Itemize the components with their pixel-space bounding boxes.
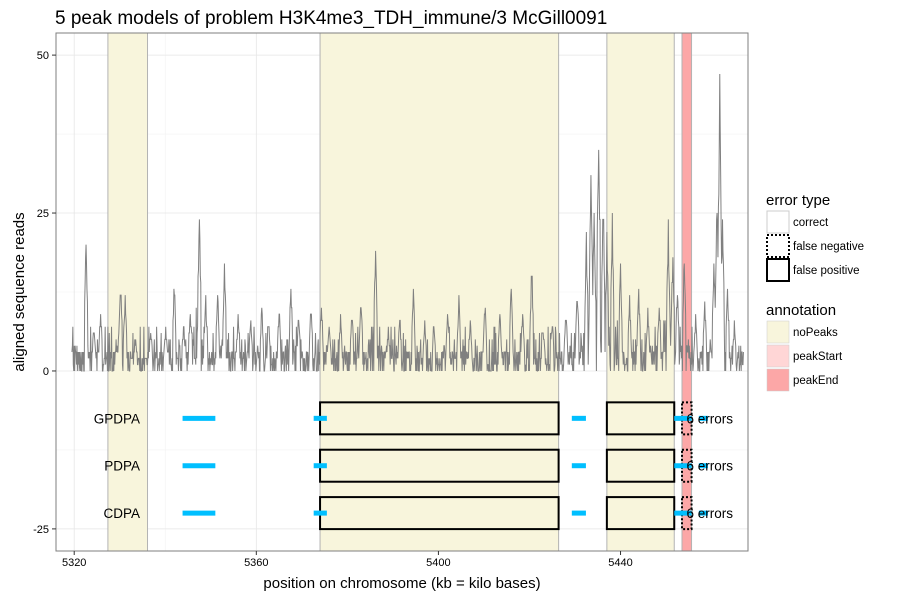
legend-key-noPeaks: noPeaks: [766, 320, 838, 344]
legend-label: noPeaks: [793, 327, 838, 339]
x-tick-label: 5400: [426, 557, 450, 569]
legend-label: peakStart: [793, 351, 843, 363]
model-row-pdpa: PDPA 6 errors: [104, 448, 734, 483]
signal-trace: [71, 74, 744, 372]
annotation-region-noPeaks: [606, 32, 675, 552]
legend-label: false negative: [793, 241, 864, 253]
errors-label: 6 errors: [687, 459, 734, 474]
model-row-gpdpa: GPDPA 6 errors: [94, 401, 734, 436]
y-tick-label: 50: [37, 50, 49, 62]
model-rows: GPDPA 6 errors PDPA 6 errors CDPA 6 errors: [94, 401, 734, 531]
x-tick-label: 5320: [62, 557, 86, 569]
y-axis: -25 0 25 50: [33, 50, 56, 536]
x-tick-label: 5440: [608, 557, 632, 569]
legend-annotation: annotation noPeaks peakStart peakEnd: [766, 302, 843, 392]
errors-label: 6 errors: [687, 506, 734, 521]
legend-swatch: [766, 368, 790, 392]
y-axis-title: aligned sequence reads: [11, 212, 28, 371]
legend-swatch: [766, 320, 790, 344]
legend-title: error type: [766, 192, 830, 209]
legend-label: false positive: [793, 265, 859, 277]
x-tick-label: 5360: [244, 557, 268, 569]
y-tick-label: 0: [43, 366, 49, 378]
signal-line: [71, 74, 744, 372]
errors-label: 6 errors: [687, 411, 734, 426]
legend-key-false-positive: false positive: [766, 258, 859, 282]
legend-swatch: [766, 344, 790, 368]
legend-key-peakEnd: peakEnd: [766, 368, 838, 392]
annotation-region-noPeaks: [319, 32, 560, 552]
legend-swatch: [766, 234, 790, 258]
plot-panel: GPDPA 6 errors PDPA 6 errors CDPA 6 errors: [55, 32, 749, 552]
legend-label: correct: [793, 217, 829, 229]
legends: error type correct false negative false pos…: [766, 192, 864, 392]
model-label: PDPA: [104, 459, 140, 474]
y-tick-label: 25: [37, 208, 49, 220]
model-label: CDPA: [103, 506, 140, 521]
legend-swatch: [766, 210, 790, 234]
legend-swatch: [766, 258, 790, 282]
legend-title: annotation: [766, 302, 836, 319]
y-tick-label: -25: [33, 524, 49, 536]
x-axis-title: position on chromosome (kb = kilo bases): [263, 575, 540, 592]
x-axis: 5320 5360 5400 5440: [62, 551, 633, 569]
legend-key-false-negative: false negative: [766, 234, 864, 258]
annotation-region-noPeaks: [107, 32, 149, 552]
model-label: GPDPA: [94, 411, 140, 426]
model-row-cdpa: CDPA 6 errors: [103, 496, 734, 531]
legend-key-peakStart: peakStart: [766, 344, 843, 368]
chart-title: 5 peak models of problem H3K4me3_TDH_imm…: [55, 8, 607, 29]
legend-error-type: error type correct false negative false pos…: [766, 192, 864, 282]
panel-border: [55, 32, 749, 552]
annotation-regions: [107, 32, 693, 552]
legend-label: peakEnd: [793, 375, 838, 387]
legend-key-correct: correct: [766, 210, 829, 234]
